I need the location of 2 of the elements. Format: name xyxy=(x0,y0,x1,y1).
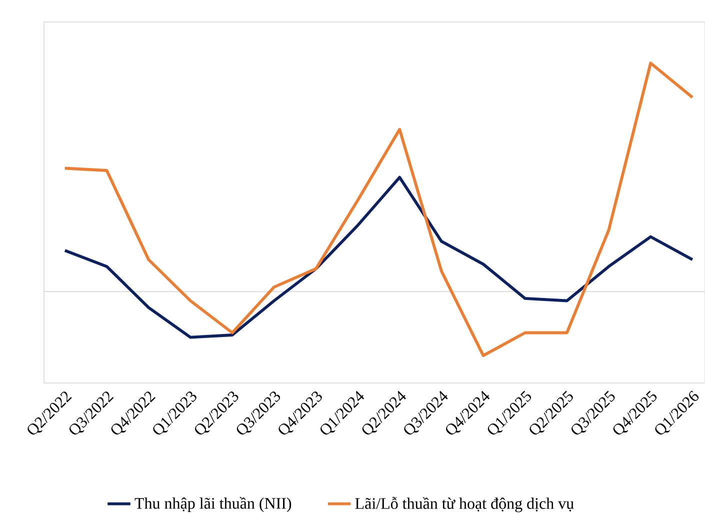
legend-label: Thu nhập lãi thuần (NII) xyxy=(134,497,292,512)
legend-label: Lãi/Lỗ thuần từ hoạt động dịch vụ xyxy=(355,496,574,512)
